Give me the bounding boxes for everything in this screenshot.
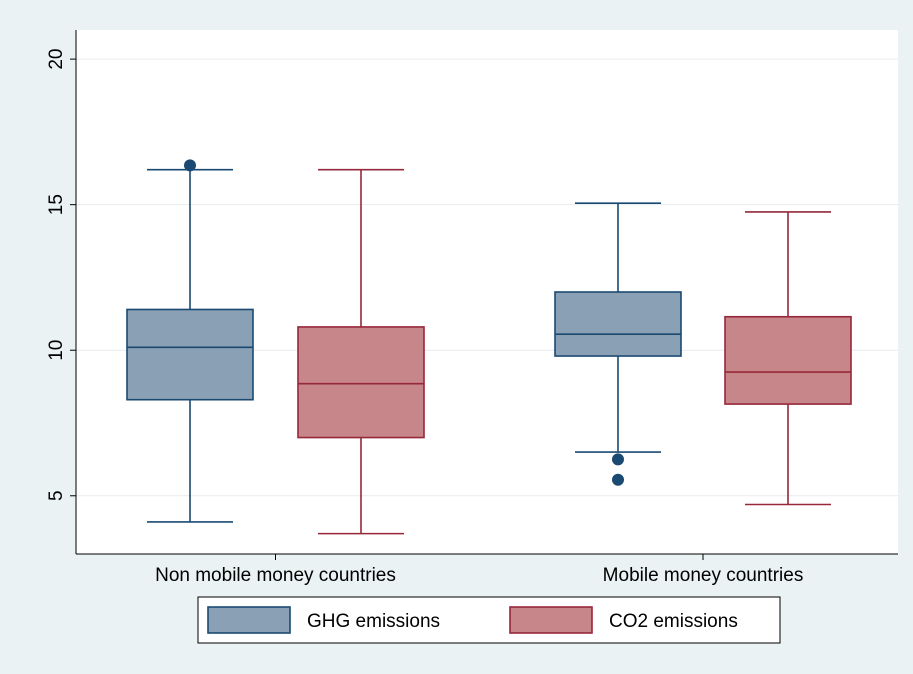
box-co2-1 — [724, 211, 852, 506]
box-series — [126, 159, 852, 535]
x-axis-labels: Non mobile money countries Mobile money c… — [155, 554, 803, 586]
y-tick-label: 20 — [46, 49, 67, 70]
box-iqr — [554, 291, 682, 357]
legend: GHG emissions CO2 emissions — [197, 596, 781, 644]
box-co2-0 — [297, 168, 425, 535]
box-iqr — [297, 326, 425, 439]
legend-frame — [197, 596, 781, 644]
outlier-point — [184, 159, 196, 172]
legend-key-co2 — [509, 606, 593, 634]
y-tick-label: 5 — [46, 490, 67, 501]
y-axis-ticks: 5 10 15 20 — [46, 49, 76, 501]
box-ghg-1 — [554, 202, 682, 486]
x-category-label: Non mobile money countries — [155, 565, 396, 586]
box-iqr — [126, 308, 254, 401]
box-ghg-0 — [126, 159, 254, 523]
box-iqr — [724, 315, 852, 405]
plot-area — [76, 30, 898, 554]
x-category-label: Mobile money countries — [603, 565, 804, 586]
y-tick-label: 15 — [46, 194, 67, 215]
legend-label: GHG emissions — [307, 611, 440, 632]
outlier-point — [612, 453, 624, 466]
legend-key-ghg — [207, 606, 291, 634]
outlier-point — [612, 473, 624, 486]
y-tick-label: 10 — [46, 340, 67, 361]
legend-label: CO2 emissions — [609, 611, 738, 632]
